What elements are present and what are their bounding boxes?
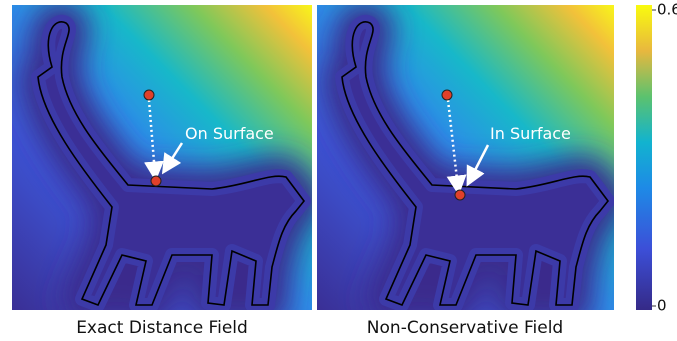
caption: Non-Conservative Field: [367, 318, 563, 338]
annotation: On Surface: [185, 124, 274, 143]
colorbar-ticks: 00.6: [652, 1, 677, 315]
right-panel: In Surface: [317, 5, 614, 310]
annotation: In Surface: [490, 124, 571, 143]
left-panel: On Surface: [12, 5, 312, 310]
tick-label: 0: [657, 297, 667, 315]
colorbar: [636, 5, 652, 310]
tick-label: 0.6: [657, 1, 677, 19]
caption: Exact Distance Field: [76, 318, 248, 338]
